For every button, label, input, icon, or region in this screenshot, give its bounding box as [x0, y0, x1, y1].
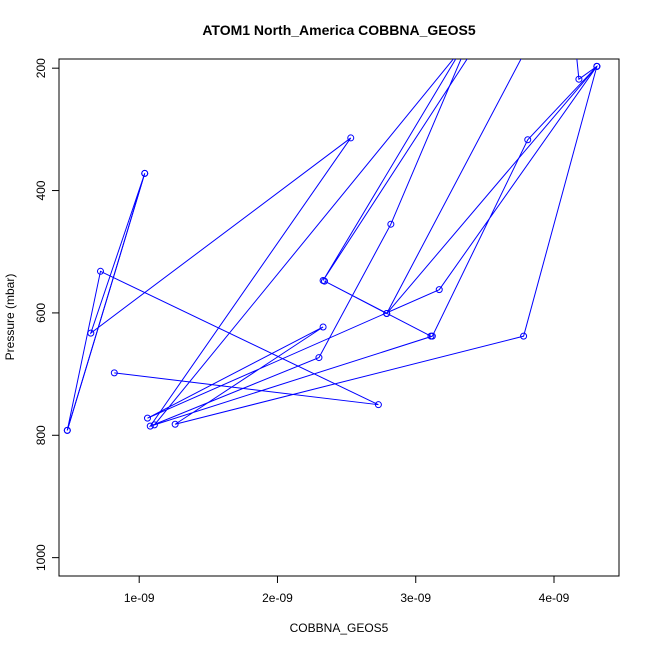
- data-point: [87, 329, 95, 337]
- data-point: [63, 426, 71, 434]
- data-point: [171, 420, 179, 428]
- x-tick-label: 2e-09: [262, 591, 293, 605]
- data-point: [383, 310, 391, 318]
- data-point: [110, 369, 118, 377]
- data-point: [96, 267, 104, 275]
- data-point: [387, 220, 395, 228]
- series-line: [66, 173, 146, 431]
- y-axis-label: Pressure (mbar): [3, 274, 17, 361]
- series-layer: [63, 59, 601, 434]
- x-axis: 1e-09 2e-09 3e-09 4e-09: [124, 576, 570, 605]
- data-point: [593, 62, 601, 70]
- y-tick-label: 400: [34, 180, 48, 200]
- y-tick-label: 200: [34, 58, 48, 78]
- data-point: [143, 414, 151, 422]
- data-point: [520, 332, 528, 340]
- y-tick-label: 1000: [34, 544, 48, 571]
- y-axis: 200 400 600 800 1000: [34, 58, 59, 571]
- data-point: [146, 422, 154, 430]
- series-line: [66, 59, 462, 431]
- data-point: [315, 354, 323, 362]
- data-point: [435, 286, 443, 294]
- data-point: [347, 134, 355, 142]
- data-point: [575, 75, 583, 83]
- x-axis-label: COBBNA_GEOS5: [290, 621, 389, 635]
- data-point: [150, 421, 158, 429]
- data-point: [524, 136, 532, 144]
- data-point: [141, 169, 149, 177]
- data-point: [319, 323, 327, 331]
- plot-frame: [58, 58, 620, 577]
- y-tick-label: 600: [34, 303, 48, 323]
- x-tick-label: 1e-09: [124, 591, 155, 605]
- x-tick-label: 3e-09: [400, 591, 431, 605]
- y-tick-label: 800: [34, 425, 48, 445]
- series-line: [386, 66, 598, 314]
- data-point: [374, 401, 382, 409]
- chart-title: ATOM1 North_America COBBNA_GEOS5: [202, 22, 476, 38]
- x-tick-label: 4e-09: [539, 591, 570, 605]
- data-point: [320, 277, 328, 285]
- series-line: [147, 59, 598, 426]
- data-point: [427, 332, 435, 340]
